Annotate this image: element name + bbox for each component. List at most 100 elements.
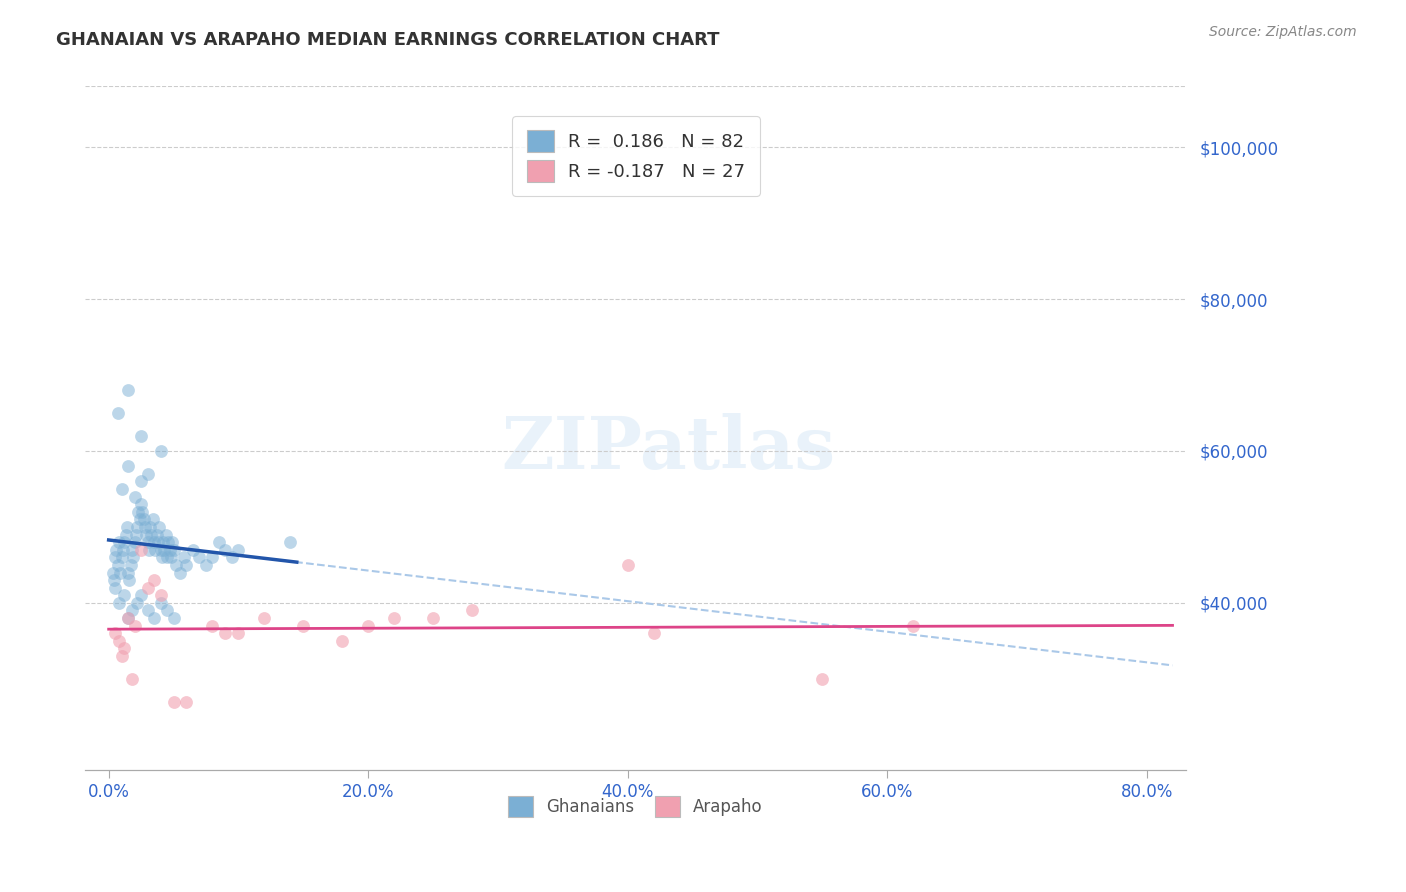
Point bbox=[136, 535, 159, 549]
Point bbox=[104, 550, 127, 565]
Point bbox=[129, 588, 152, 602]
Point bbox=[101, 566, 124, 580]
Point bbox=[129, 429, 152, 443]
Point bbox=[149, 588, 172, 602]
Point bbox=[124, 618, 146, 632]
Point bbox=[160, 550, 183, 565]
Point bbox=[129, 542, 152, 557]
Point bbox=[156, 550, 179, 565]
Point bbox=[330, 633, 353, 648]
Point bbox=[141, 527, 163, 541]
Point bbox=[156, 603, 179, 617]
Point bbox=[112, 641, 135, 656]
Point bbox=[121, 672, 143, 686]
Point bbox=[162, 542, 184, 557]
Point bbox=[138, 542, 160, 557]
Point bbox=[121, 542, 143, 557]
Point bbox=[253, 611, 276, 625]
Point bbox=[228, 542, 250, 557]
Point bbox=[146, 535, 169, 549]
Point bbox=[108, 535, 131, 549]
Point bbox=[127, 520, 149, 534]
Point bbox=[124, 490, 146, 504]
Point bbox=[292, 618, 315, 632]
Point bbox=[194, 558, 217, 572]
Legend: Ghanaians, Arapaho: Ghanaians, Arapaho bbox=[502, 789, 769, 823]
Point bbox=[108, 633, 131, 648]
Point bbox=[616, 558, 638, 572]
Point bbox=[208, 535, 231, 549]
Point bbox=[143, 611, 166, 625]
Point bbox=[134, 520, 156, 534]
Point bbox=[143, 535, 166, 549]
Point bbox=[188, 550, 211, 565]
Point bbox=[149, 596, 172, 610]
Point bbox=[111, 482, 134, 496]
Point bbox=[128, 505, 150, 519]
Point bbox=[112, 588, 135, 602]
Point bbox=[103, 573, 125, 587]
Point bbox=[152, 535, 174, 549]
Point bbox=[901, 618, 924, 632]
Point bbox=[111, 648, 134, 663]
Point bbox=[176, 558, 198, 572]
Point bbox=[214, 542, 236, 557]
Point bbox=[159, 542, 181, 557]
Point bbox=[114, 527, 136, 541]
Point bbox=[124, 535, 146, 549]
Text: ZIPatlas: ZIPatlas bbox=[502, 413, 835, 484]
Point bbox=[120, 558, 142, 572]
Text: GHANAIAN VS ARAPAHO MEDIAN EARNINGS CORRELATION CHART: GHANAIAN VS ARAPAHO MEDIAN EARNINGS CORR… bbox=[56, 31, 720, 49]
Point bbox=[461, 603, 484, 617]
Point bbox=[117, 611, 139, 625]
Point bbox=[169, 566, 191, 580]
Point bbox=[148, 520, 170, 534]
Point bbox=[136, 581, 159, 595]
Point bbox=[221, 550, 243, 565]
Point bbox=[111, 542, 134, 557]
Point bbox=[422, 611, 444, 625]
Point bbox=[111, 550, 134, 565]
Point bbox=[131, 505, 153, 519]
Point bbox=[127, 596, 149, 610]
Point bbox=[110, 566, 132, 580]
Point bbox=[115, 520, 138, 534]
Point bbox=[149, 542, 172, 557]
Point bbox=[117, 459, 139, 474]
Point bbox=[122, 550, 145, 565]
Point bbox=[382, 611, 405, 625]
Point bbox=[117, 383, 139, 397]
Point bbox=[104, 626, 127, 640]
Point bbox=[136, 603, 159, 617]
Point bbox=[108, 596, 131, 610]
Point bbox=[125, 527, 148, 541]
Point bbox=[118, 573, 141, 587]
Point bbox=[117, 566, 139, 580]
Point bbox=[129, 475, 152, 489]
Point bbox=[643, 626, 665, 640]
Point bbox=[128, 512, 150, 526]
Point bbox=[132, 512, 155, 526]
Point bbox=[181, 542, 204, 557]
Point bbox=[165, 558, 187, 572]
Point bbox=[228, 626, 250, 640]
Point bbox=[107, 558, 129, 572]
Point bbox=[153, 542, 176, 557]
Point bbox=[121, 603, 143, 617]
Point bbox=[135, 527, 157, 541]
Point bbox=[176, 695, 198, 709]
Point bbox=[142, 512, 165, 526]
Point bbox=[157, 535, 180, 549]
Point bbox=[143, 573, 166, 587]
Point bbox=[145, 527, 167, 541]
Point bbox=[112, 535, 135, 549]
Point bbox=[105, 542, 128, 557]
Point bbox=[214, 626, 236, 640]
Point bbox=[104, 581, 127, 595]
Point bbox=[136, 467, 159, 481]
Point bbox=[143, 542, 166, 557]
Point bbox=[150, 550, 173, 565]
Point bbox=[201, 550, 224, 565]
Point bbox=[149, 444, 172, 458]
Point bbox=[173, 550, 195, 565]
